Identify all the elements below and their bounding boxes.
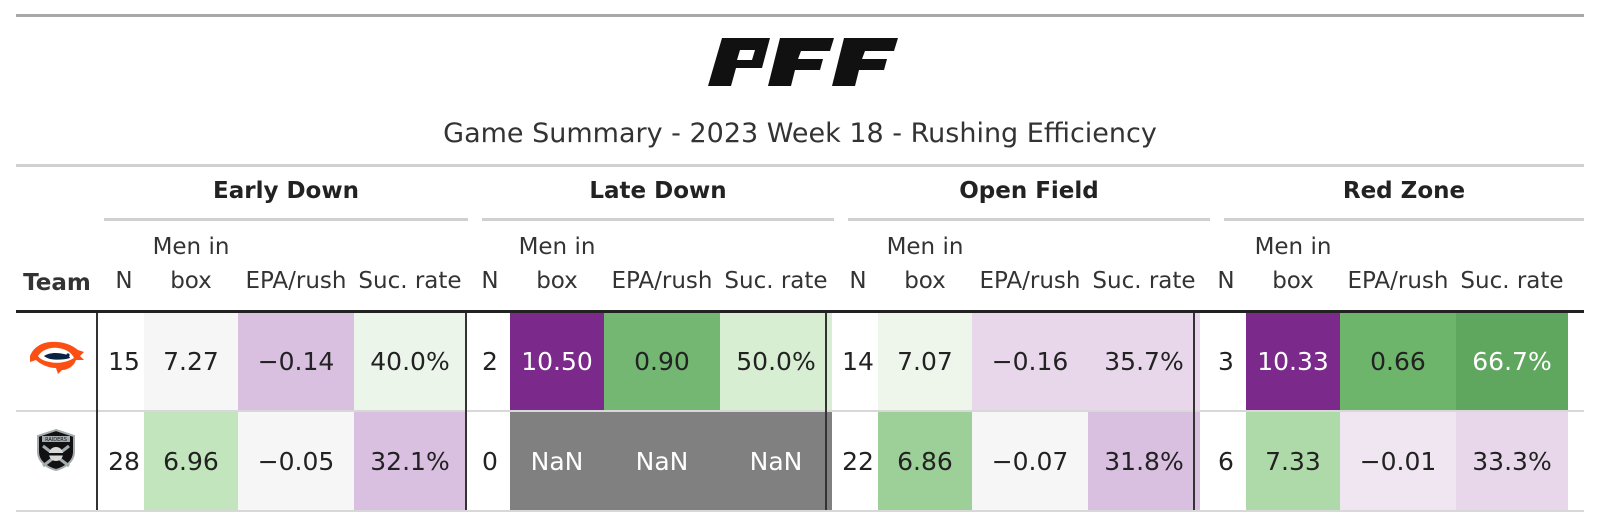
col-head-suc: Suc. rate: [1092, 268, 1196, 294]
col-head-men-in-box: Men in box: [878, 230, 972, 298]
table-cell: 2: [470, 313, 510, 410]
table-cell: 50.0%: [720, 313, 832, 410]
top-rule: [16, 14, 1584, 17]
table-cell: 0.90: [604, 313, 720, 410]
table-cell: −0.16: [972, 313, 1088, 410]
group-red-zone: Red Zone: [1342, 178, 1466, 204]
table-cell: 7.27: [144, 313, 238, 410]
col-head-epa: EPA/rush: [979, 268, 1081, 294]
col-head-line: Men in: [886, 234, 964, 260]
table-cell: 14: [838, 313, 878, 410]
table-cell: −0.01: [1340, 412, 1456, 510]
group-rule: [1224, 218, 1584, 221]
col-head-n: N: [1217, 268, 1235, 294]
group-open-field: Open Field: [959, 178, 1099, 204]
col-head-line: box: [170, 268, 212, 294]
col-head-team: Team: [23, 270, 91, 296]
group-rule: [848, 218, 1210, 221]
table-cell: NaN: [720, 412, 832, 510]
col-head-n: N: [115, 268, 133, 294]
col-head-men-in-box: Men in box: [144, 230, 238, 298]
group-divider: [1193, 313, 1195, 510]
col-head-n: N: [849, 268, 867, 294]
col-head-men-in-box: Men in box: [1246, 230, 1340, 298]
table-cell: 40.0%: [354, 313, 466, 410]
col-head-epa: EPA/rush: [611, 268, 713, 294]
table-cell: 6.86: [878, 412, 972, 510]
table-cell: 7.33: [1246, 412, 1340, 510]
table-cell: −0.05: [238, 412, 354, 510]
page-title: Game Summary - 2023 Week 18 - Rushing Ef…: [443, 118, 1157, 149]
table-cell: NaN: [510, 412, 604, 510]
title-rule: [16, 164, 1584, 167]
group-early-down: Early Down: [213, 178, 359, 204]
col-head-line: Men in: [1254, 234, 1332, 260]
table-cell: 6: [1206, 412, 1246, 510]
col-head-suc: Suc. rate: [1460, 268, 1564, 294]
col-head-men-in-box: Men in box: [510, 230, 604, 298]
table-cell: 22: [838, 412, 878, 510]
table-cell: 31.8%: [1088, 412, 1200, 510]
header-rule: [16, 310, 1584, 313]
table-cell: 0.66: [1340, 313, 1456, 410]
group-rule: [482, 218, 834, 221]
col-head-line: box: [536, 268, 578, 294]
bottom-rule: [16, 510, 1584, 512]
col-head-n: N: [481, 268, 499, 294]
col-head-line: box: [1272, 268, 1314, 294]
team-column-divider: [96, 313, 98, 510]
svg-text:RAIDERS: RAIDERS: [45, 437, 67, 443]
table-cell: −0.07: [972, 412, 1088, 510]
col-head-epa: EPA/rush: [1347, 268, 1449, 294]
group-late-down: Late Down: [589, 178, 727, 204]
table-cell: 32.1%: [354, 412, 466, 510]
table-cell: 28: [104, 412, 144, 510]
table-cell: 7.07: [878, 313, 972, 410]
table-cell: 3: [1206, 313, 1246, 410]
col-head-suc: Suc. rate: [724, 268, 828, 294]
group-divider: [465, 313, 467, 510]
group-divider: [825, 313, 827, 510]
col-head-line: Men in: [518, 234, 596, 260]
col-head-line: box: [904, 268, 946, 294]
row-divider: [16, 410, 1584, 412]
pff-logo: [708, 38, 898, 86]
table-cell: 10.50: [510, 313, 604, 410]
table-cell: 0: [470, 412, 510, 510]
table-cell: −0.14: [238, 313, 354, 410]
table-cell: 15: [104, 313, 144, 410]
table-cell: 10.33: [1246, 313, 1340, 410]
table-cell: 33.3%: [1456, 412, 1568, 510]
col-head-suc: Suc. rate: [358, 268, 462, 294]
table-cell: NaN: [604, 412, 720, 510]
table-cell: 66.7%: [1456, 313, 1568, 410]
broncos-logo-icon: [30, 341, 84, 374]
group-rule: [104, 218, 468, 221]
col-head-line: Men in: [152, 234, 230, 260]
raiders-logo-icon: RAIDERS: [37, 428, 75, 472]
table-cell: 6.96: [144, 412, 238, 510]
table-cell: 35.7%: [1088, 313, 1200, 410]
col-head-epa: EPA/rush: [245, 268, 347, 294]
